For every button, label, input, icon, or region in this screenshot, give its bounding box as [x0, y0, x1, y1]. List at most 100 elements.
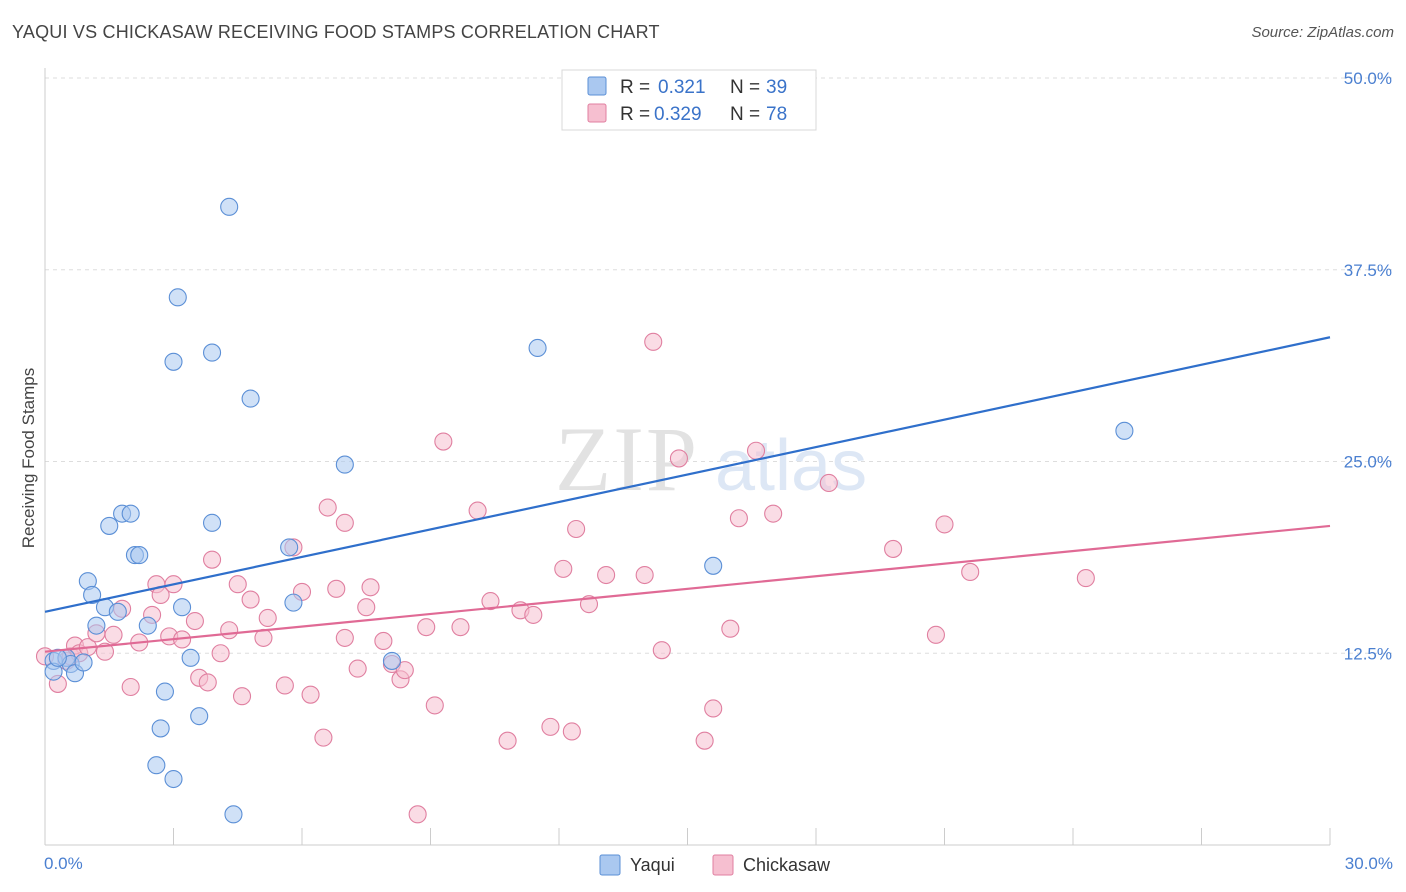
point-yaqui	[704, 556, 723, 575]
legend-swatch-yaqui	[587, 76, 607, 96]
point-chickasaw	[417, 618, 436, 637]
point-chickasaw	[961, 562, 980, 581]
point-chickasaw	[318, 498, 337, 517]
point-chickasaw	[348, 659, 367, 678]
point-chickasaw	[695, 731, 714, 750]
point-chickasaw	[819, 473, 838, 493]
point-yaqui	[284, 593, 303, 612]
point-chickasaw	[203, 550, 222, 569]
point-yaqui	[138, 616, 157, 635]
y-tick-label: 37.5%	[1344, 261, 1392, 280]
point-yaqui	[241, 389, 260, 408]
y-axis-title: Receiving Food Stamps	[19, 368, 38, 548]
point-chickasaw	[121, 677, 140, 697]
legend-swatch-chickasaw	[587, 103, 607, 123]
point-yaqui	[155, 682, 174, 701]
point-chickasaw	[374, 631, 393, 651]
point-chickasaw	[301, 685, 320, 704]
point-chickasaw	[468, 501, 487, 520]
point-chickasaw	[211, 644, 230, 663]
point-yaqui	[220, 197, 239, 216]
point-yaqui	[382, 651, 402, 670]
x-tick-label: 30.0%	[1345, 854, 1393, 873]
point-yaqui	[121, 504, 140, 523]
point-yaqui	[168, 288, 187, 307]
point-yaqui	[151, 719, 170, 738]
point-chickasaw	[258, 608, 277, 628]
point-chickasaw	[764, 504, 783, 523]
point-chickasaw	[926, 625, 945, 644]
point-chickasaw	[597, 565, 616, 585]
point-chickasaw	[635, 565, 654, 585]
trend-lines	[44, 336, 1331, 653]
point-chickasaw	[1076, 569, 1095, 588]
watermark: ZIP atlas	[555, 408, 867, 510]
legend-n-label-yaqui: N =	[730, 77, 760, 98]
y-tick-label: 12.5%	[1344, 644, 1392, 663]
point-chickasaw	[185, 611, 204, 631]
point-chickasaw	[335, 628, 354, 647]
trend-line-yaqui	[44, 336, 1331, 613]
point-chickasaw	[644, 332, 663, 351]
point-chickasaw	[652, 641, 671, 660]
watermark-atlas: atlas	[715, 426, 867, 506]
y-tick-label: 25.0%	[1344, 453, 1392, 472]
source-label: Source: ZipAtlas.com	[1251, 24, 1394, 41]
tick-labels: 12.5% 25.0% 37.5% 50.0% 0.0% 30.0%	[44, 69, 1393, 873]
legend-r-value-chickasaw: 0.329	[654, 104, 702, 125]
point-yaqui	[83, 585, 102, 605]
point-yaqui	[190, 707, 209, 726]
point-chickasaw	[228, 575, 247, 594]
point-yaqui	[224, 805, 243, 824]
point-yaqui	[1115, 421, 1134, 440]
point-chickasaw	[524, 605, 543, 624]
point-chickasaw	[434, 432, 453, 451]
grid-lines	[45, 77, 1392, 654]
point-chickasaw	[275, 676, 294, 695]
point-chickasaw	[554, 559, 573, 578]
point-chickasaw	[746, 441, 766, 460]
point-yaqui	[74, 653, 93, 672]
point-yaqui	[181, 648, 200, 667]
point-chickasaw	[425, 696, 444, 715]
legend-n-value-chickasaw: 78	[766, 104, 787, 125]
legend-r-label-yaqui: R =	[620, 77, 650, 98]
point-chickasaw	[669, 449, 688, 468]
point-chickasaw	[327, 579, 346, 598]
point-yaqui	[164, 769, 183, 789]
point-yaqui	[528, 338, 547, 358]
legend-r-label-chickasaw: R =	[620, 104, 650, 125]
point-yaqui	[108, 602, 127, 621]
point-yaqui	[280, 538, 299, 557]
axes	[44, 68, 1331, 846]
y-tick-label: 50.0%	[1344, 69, 1392, 88]
point-chickasaw	[567, 519, 586, 539]
point-yaqui	[48, 648, 67, 667]
point-yaqui	[100, 516, 119, 535]
point-yaqui	[87, 616, 106, 635]
point-chickasaw	[884, 539, 903, 558]
point-chickasaw	[241, 590, 260, 609]
legend-n-value-yaqui: 39	[766, 77, 787, 98]
point-chickasaw	[498, 731, 517, 750]
point-chickasaw	[357, 598, 376, 617]
point-chickasaw	[198, 673, 217, 692]
trend-line-chickasaw	[44, 524, 1331, 653]
bottom-legend-swatch-chickasaw	[712, 854, 734, 876]
point-yaqui	[203, 343, 222, 362]
point-chickasaw	[481, 592, 500, 611]
chart-title: YAQUI VS CHICKASAW RECEIVING FOOD STAMPS…	[12, 22, 660, 42]
data-points	[35, 197, 1134, 824]
bottom-legend-label-chickasaw: Chickasaw	[743, 855, 831, 875]
point-chickasaw	[104, 625, 123, 644]
legend-box: R = 0.321 N = 39 R = 0.329 N = 78	[561, 69, 817, 131]
point-chickasaw	[361, 578, 380, 597]
point-chickasaw	[935, 515, 954, 534]
x-tick-label: 0.0%	[44, 854, 83, 873]
point-yaqui	[164, 352, 183, 371]
point-chickasaw	[721, 619, 740, 638]
point-chickasaw	[408, 805, 427, 824]
point-chickasaw	[729, 509, 748, 528]
bottom-legend-label-yaqui: Yaqui	[630, 855, 675, 875]
